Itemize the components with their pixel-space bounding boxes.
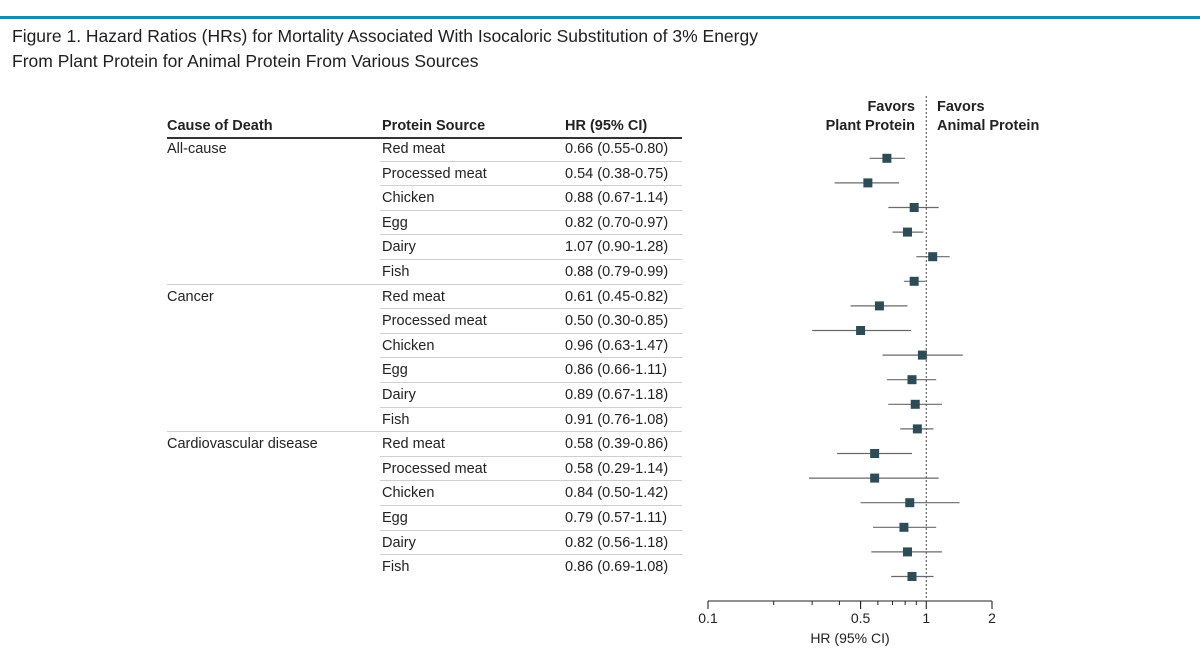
hr-ci-value: 0.86 (0.69-1.08)	[565, 559, 669, 576]
hr-point	[882, 153, 892, 163]
hr-point	[909, 203, 919, 212]
hr-ci-value: 0.84 (0.50-1.42)	[565, 485, 669, 502]
group-separator	[167, 431, 682, 433]
hr-point	[902, 547, 912, 557]
favors-plant-label: Favors Plant Protein	[826, 98, 915, 136]
cause-of-death-label: Cardiovascular disease	[167, 436, 318, 453]
row-separator	[380, 505, 682, 506]
row-separator	[380, 529, 682, 531]
hr-ci-value: 0.79 (0.57-1.11)	[565, 510, 668, 526]
row-separator	[380, 234, 682, 236]
protein-source-label: Chicken	[382, 337, 435, 354]
header-cause-of-death: Cause of Death	[167, 118, 273, 134]
x-tick-label: 0.1	[698, 610, 718, 626]
protein-source-label: Fish	[382, 559, 410, 576]
row-separator	[380, 480, 682, 482]
figure-title: Figure 1. Hazard Ratios (HRs) for Mortal…	[12, 24, 1012, 74]
header-hr-ci: HR (95% CI)	[565, 118, 648, 134]
row-separator	[380, 185, 682, 187]
x-tick-label: 1	[922, 610, 930, 626]
hr-ci-value: 0.86 (0.66-1.11)	[565, 362, 668, 379]
hr-point	[902, 227, 912, 237]
hr-ci-value: 1.07 (0.90-1.28)	[565, 239, 669, 256]
hr-ci-value: 0.88 (0.79-0.99)	[565, 264, 669, 280]
protein-source-label: Red meat	[382, 141, 445, 157]
hr-point	[856, 326, 866, 335]
row-separator	[380, 259, 682, 260]
protein-source-label: Red meat	[382, 436, 445, 453]
hr-ci-value: 0.82 (0.56-1.18)	[565, 534, 669, 551]
x-axis-label: HR (95% CI)	[810, 630, 889, 646]
row-separator	[380, 554, 682, 556]
hr-point	[909, 276, 919, 286]
protein-source-label: Processed meat	[382, 165, 487, 182]
figure-title-line-2: From Plant Protein for Animal Protein Fr…	[12, 51, 479, 71]
figure-title-line-1: Figure 1. Hazard Ratios (HRs) for Mortal…	[12, 26, 758, 46]
protein-source-label: Processed meat	[382, 460, 487, 477]
favors-animal-line-2: Animal Protein	[937, 118, 1040, 134]
hr-point	[905, 498, 915, 508]
protein-source-label: Processed meat	[382, 313, 487, 330]
row-separator	[380, 160, 682, 162]
row-separator	[380, 406, 682, 408]
protein-source-label: Red meat	[382, 288, 445, 305]
hr-ci-value: 0.61 (0.45-0.82)	[565, 288, 669, 305]
hr-point	[910, 399, 920, 409]
accent-rule	[0, 16, 1200, 19]
hr-point	[899, 522, 909, 532]
hr-point	[917, 350, 927, 360]
protein-source-label: Egg	[382, 214, 408, 231]
favors-animal-label: Favors Animal Protein	[937, 98, 1039, 136]
row-separator	[380, 332, 682, 334]
protein-source-label: Egg	[382, 510, 408, 526]
hr-ci-value: 0.96 (0.63-1.47)	[565, 337, 669, 354]
row-separator	[380, 308, 682, 310]
row-separator	[380, 209, 682, 211]
hr-ci-value: 0.54 (0.38-0.75)	[565, 165, 669, 182]
hr-point	[870, 449, 880, 458]
hr-ci-value: 0.91 (0.76-1.08)	[565, 411, 669, 428]
x-tick-label: 2	[988, 610, 996, 626]
x-tick-label: 0.5	[851, 610, 871, 626]
protein-source-label: Fish	[382, 264, 410, 280]
hr-ci-value: 0.82 (0.70-0.97)	[565, 214, 669, 231]
hr-ci-value: 0.50 (0.30-0.85)	[565, 313, 669, 330]
hr-point	[907, 375, 917, 385]
row-separator	[380, 455, 682, 457]
protein-source-label: Chicken	[382, 485, 435, 502]
hr-ci-value: 0.58 (0.39-0.86)	[565, 436, 669, 453]
header-protein-source: Protein Source	[382, 118, 486, 134]
protein-source-label: Dairy	[382, 534, 416, 551]
protein-source-label: Dairy	[382, 387, 416, 403]
hr-point	[907, 572, 917, 581]
hr-ci-value: 0.89 (0.67-1.18)	[565, 387, 669, 403]
hr-ci-value: 0.58 (0.29-1.14)	[565, 460, 669, 477]
row-separator	[380, 382, 682, 383]
cause-of-death-label: All-cause	[167, 141, 227, 157]
favors-plant-line-2: Plant Protein	[825, 118, 915, 134]
protein-source-label: Chicken	[382, 190, 435, 207]
hr-ci-value: 0.88 (0.67-1.14)	[565, 190, 669, 207]
hr-point	[874, 301, 884, 311]
cause-of-death-label: Cancer	[167, 288, 214, 305]
hr-point	[863, 178, 873, 188]
row-separator	[380, 357, 682, 359]
favors-plant-line-1: Favors	[867, 99, 915, 115]
group-separator	[167, 283, 682, 285]
header-rule	[167, 137, 682, 139]
protein-source-label: Dairy	[382, 239, 416, 256]
hr-point	[912, 424, 922, 434]
hr-point	[870, 473, 880, 483]
protein-source-label: Egg	[382, 362, 408, 379]
favors-animal-line-1: Favors	[937, 99, 985, 115]
hr-ci-value: 0.66 (0.55-0.80)	[565, 141, 669, 157]
hr-point	[928, 252, 938, 262]
protein-source-label: Fish	[382, 411, 410, 428]
